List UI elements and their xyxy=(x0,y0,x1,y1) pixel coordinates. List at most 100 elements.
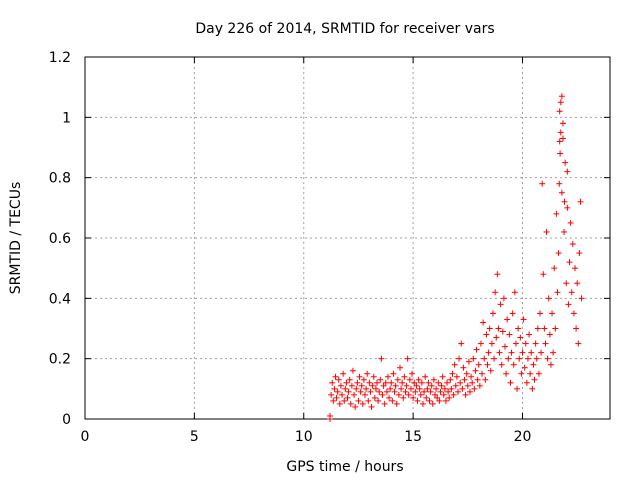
data-point xyxy=(376,388,383,395)
data-point xyxy=(537,310,543,317)
data-point xyxy=(347,400,354,407)
data-point xyxy=(409,370,416,377)
data-point xyxy=(573,325,580,332)
data-point xyxy=(427,388,434,395)
data-point xyxy=(550,349,557,356)
x-tick-label: 15 xyxy=(404,429,422,445)
data-point xyxy=(459,385,466,392)
y-tick-label: 0.2 xyxy=(49,352,71,368)
data-point xyxy=(327,412,333,419)
grid xyxy=(85,57,610,419)
data-point xyxy=(483,331,490,338)
x-tick-label: 10 xyxy=(295,429,313,445)
data-point xyxy=(447,376,454,383)
data-point xyxy=(365,397,372,404)
data-point xyxy=(349,367,356,374)
chart-title: Day 226 of 2014, SRMTID for receiver var… xyxy=(195,21,494,37)
data-point xyxy=(520,316,527,323)
data-point xyxy=(473,346,480,353)
data-point xyxy=(351,391,358,398)
data-point xyxy=(391,388,398,395)
data-point xyxy=(486,325,493,332)
data-point xyxy=(498,361,505,368)
data-point xyxy=(476,382,483,389)
data-point xyxy=(438,382,445,389)
data-point xyxy=(426,397,433,404)
data-point xyxy=(570,310,577,317)
data-point xyxy=(507,379,514,386)
data-point xyxy=(561,198,568,205)
data-point xyxy=(558,189,565,196)
data-point xyxy=(342,385,349,392)
data-point xyxy=(333,394,340,401)
data-point xyxy=(506,331,513,338)
x-tick-label: 0 xyxy=(81,429,90,445)
data-point xyxy=(515,325,522,332)
data-point xyxy=(428,382,435,389)
data-point xyxy=(429,400,436,407)
data-point xyxy=(390,370,397,377)
data-point xyxy=(457,379,464,386)
data-point xyxy=(469,379,476,386)
data-point xyxy=(578,295,585,302)
data-point xyxy=(329,379,336,386)
data-point xyxy=(425,379,432,386)
data-point xyxy=(518,370,525,377)
data-point xyxy=(471,385,478,392)
data-point xyxy=(460,364,467,371)
data-point xyxy=(517,334,524,341)
data-point xyxy=(430,376,437,383)
data-point xyxy=(465,358,472,365)
data-point xyxy=(494,271,501,278)
data-point xyxy=(577,198,584,205)
data-point xyxy=(404,355,411,362)
data-point xyxy=(394,376,401,383)
data-point xyxy=(423,394,430,401)
data-point xyxy=(356,373,363,380)
y-tick-label: 0 xyxy=(62,412,71,428)
data-point xyxy=(514,385,521,392)
data-point xyxy=(337,382,344,389)
data-point xyxy=(556,108,563,115)
data-point xyxy=(406,376,413,383)
data-point xyxy=(357,388,364,395)
data-point xyxy=(556,180,563,187)
data-point xyxy=(344,394,351,401)
data-point xyxy=(527,370,534,377)
data-point xyxy=(521,364,528,371)
axis-ticks: 0 5 10 15 20 0 0.2 0.4 0.6 0.8 1 1.2 xyxy=(49,50,610,445)
data-point xyxy=(564,168,571,175)
data-point xyxy=(407,385,414,392)
data-point xyxy=(383,388,390,395)
data-point xyxy=(343,379,350,386)
data-point xyxy=(355,397,362,404)
data-point xyxy=(441,385,448,392)
data-point xyxy=(569,241,576,248)
data-point xyxy=(557,150,564,157)
data-point xyxy=(335,376,342,383)
data-point xyxy=(398,385,405,392)
data-point xyxy=(472,367,479,374)
data-point xyxy=(545,295,552,302)
data-point xyxy=(493,334,500,341)
data-point xyxy=(392,382,399,389)
data-point xyxy=(389,397,396,404)
data-point xyxy=(556,138,563,145)
x-tick-label: 5 xyxy=(190,429,199,445)
data-point xyxy=(400,394,407,401)
data-point xyxy=(488,340,495,347)
data-point xyxy=(467,388,473,395)
data-point xyxy=(348,382,355,389)
data-point xyxy=(417,391,424,398)
data-point xyxy=(440,391,447,398)
data-point xyxy=(352,403,359,410)
data-point xyxy=(555,250,562,257)
data-point xyxy=(568,289,575,296)
data-point xyxy=(492,289,499,296)
data-point xyxy=(371,394,378,401)
data-point xyxy=(512,340,519,347)
y-axis-title: SRMTID / TECUs xyxy=(8,182,24,295)
data-point xyxy=(558,93,565,100)
data-point xyxy=(482,376,489,383)
data-point xyxy=(366,379,373,386)
